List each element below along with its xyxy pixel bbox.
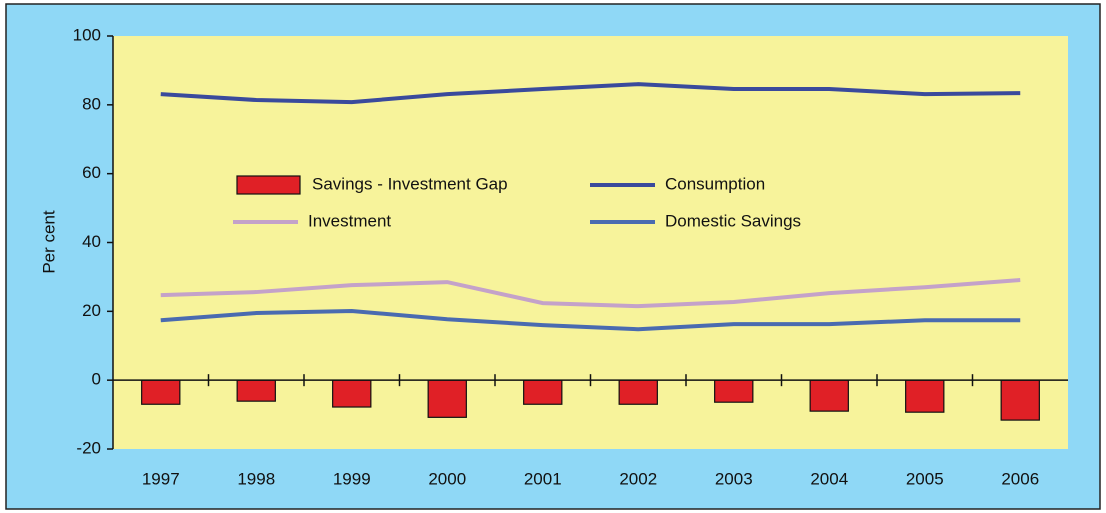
- line-series: [160, 308, 1021, 332]
- y-tick-label: 20: [82, 301, 101, 320]
- y-tick-label: 40: [82, 232, 101, 251]
- x-tick-label: 2000: [428, 469, 466, 488]
- legend-swatch: [236, 175, 301, 195]
- bar: [332, 379, 372, 408]
- y-tick-label: 100: [73, 25, 101, 44]
- bar: [809, 379, 849, 412]
- x-tick-label: 2001: [524, 469, 562, 488]
- x-tick-label: 2006: [1001, 469, 1039, 488]
- x-tick-label: 1997: [142, 469, 180, 488]
- legend-label: Consumption: [665, 174, 765, 193]
- x-tick-label: 1998: [237, 469, 275, 488]
- y-tick-label: 60: [82, 163, 101, 182]
- x-tick-label: 2004: [810, 469, 848, 488]
- legend-label: Domestic Savings: [665, 211, 801, 230]
- bar: [618, 379, 658, 405]
- x-tick-label: 2002: [619, 469, 657, 488]
- legend-label: Savings - Investment Gap: [312, 174, 508, 193]
- x-tick-label: 2005: [906, 469, 944, 488]
- line-series: [160, 82, 1021, 105]
- line-series: [160, 278, 1021, 309]
- x-tick-label: 1999: [333, 469, 371, 488]
- bar: [236, 379, 276, 402]
- legend-label: Investment: [308, 211, 391, 230]
- x-tick-label: 2003: [715, 469, 753, 488]
- bar: [905, 379, 945, 413]
- y-axis-label: Per cent: [39, 210, 58, 274]
- bar: [141, 379, 181, 405]
- bar: [1000, 379, 1040, 421]
- bar: [427, 379, 467, 418]
- bar: [523, 379, 563, 405]
- y-tick-label: -20: [76, 438, 101, 457]
- y-tick-label: 0: [92, 370, 101, 389]
- y-tick-label: 80: [82, 94, 101, 113]
- bar: [714, 379, 754, 403]
